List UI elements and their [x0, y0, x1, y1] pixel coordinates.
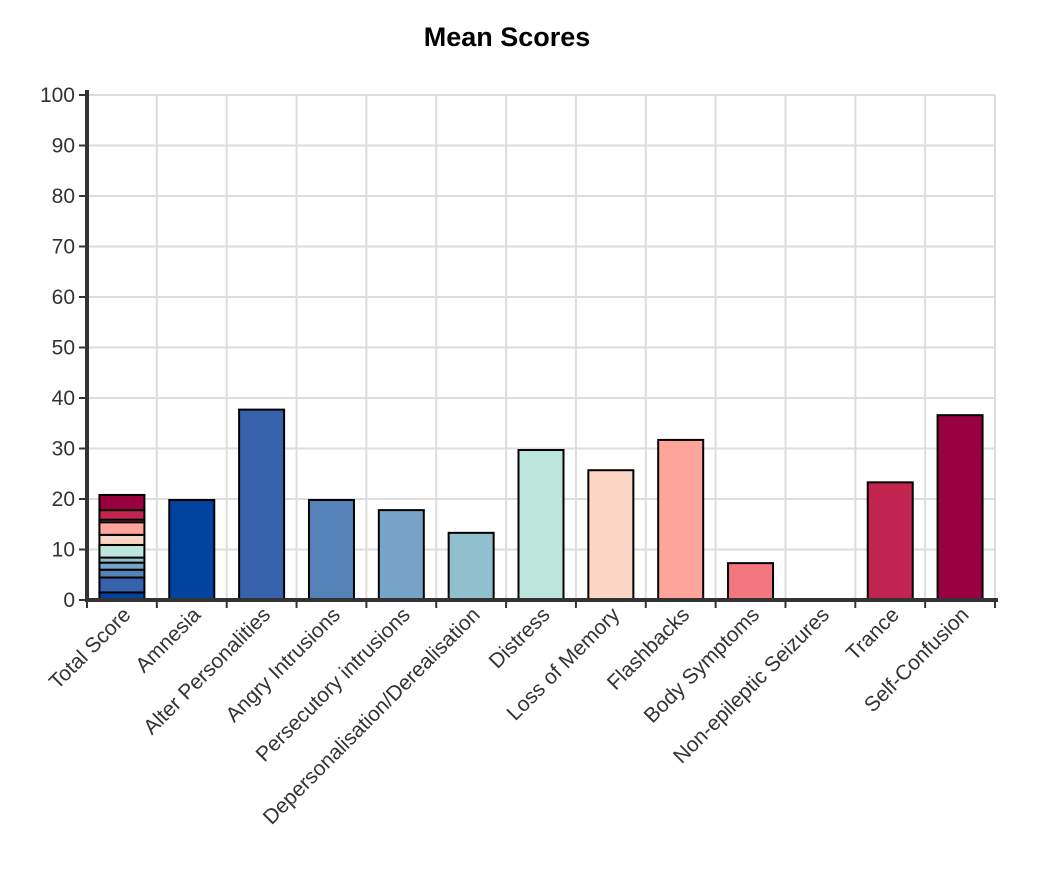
y-tick-label-50: 50	[52, 337, 75, 360]
grid-lines	[87, 94, 996, 600]
axes	[79, 90, 998, 608]
x-tick-label-distress: Distress	[485, 603, 555, 673]
bar-flashbacks	[657, 438, 705, 602]
chart-title: Mean Scores	[424, 22, 591, 52]
bar-alter-personalities	[238, 408, 286, 601]
y-tick-label-30: 30	[52, 438, 75, 461]
bar-loss-of-memory	[587, 469, 635, 601]
y-tick-label-20: 20	[52, 488, 75, 511]
bar-distress	[517, 449, 565, 602]
bar-trance	[866, 481, 914, 601]
bar-total-score-segment-6	[98, 543, 146, 559]
bar-body-symptoms	[727, 562, 775, 602]
bars	[98, 408, 984, 602]
y-tick-label-0: 0	[63, 589, 75, 612]
x-tick-label-total-score: Total Score	[45, 603, 136, 694]
x-tick-label-trance: Trance	[842, 603, 904, 665]
y-tick-label-90: 90	[52, 135, 75, 158]
bar-persecutory-intrusions	[377, 509, 425, 601]
bar-angry-intrusions	[307, 499, 355, 602]
x-tick-label-amnesia: Amnesia	[131, 603, 205, 677]
y-tick-label-70: 70	[52, 236, 75, 259]
y-tick-label-80: 80	[52, 185, 75, 208]
bar-total-score-segment-4	[98, 561, 146, 571]
y-tick-label-100: 100	[40, 84, 75, 107]
bar-total-score-segment-12	[98, 493, 146, 512]
x-tick-label-alter-personalities: Alter Personalities	[139, 603, 275, 739]
bar-total-score-segment-7	[98, 533, 146, 546]
bar-total-score-segment-2	[98, 576, 146, 594]
bar-depersonalisation-derealisation	[447, 531, 495, 602]
y-tick-label-60: 60	[52, 286, 75, 309]
bar-total-score-segment-8	[98, 521, 146, 536]
bar-self-confusion	[936, 414, 984, 602]
bar-total-score-segment-11	[98, 509, 146, 521]
y-tick-labels: 0 10 20 30 40 50 60 70 80 90 100	[40, 84, 75, 612]
bar-total-score-segment-3	[98, 568, 146, 579]
y-tick-label-10: 10	[52, 539, 75, 562]
bar-amnesia	[168, 499, 216, 602]
y-tick-label-40: 40	[52, 387, 75, 410]
